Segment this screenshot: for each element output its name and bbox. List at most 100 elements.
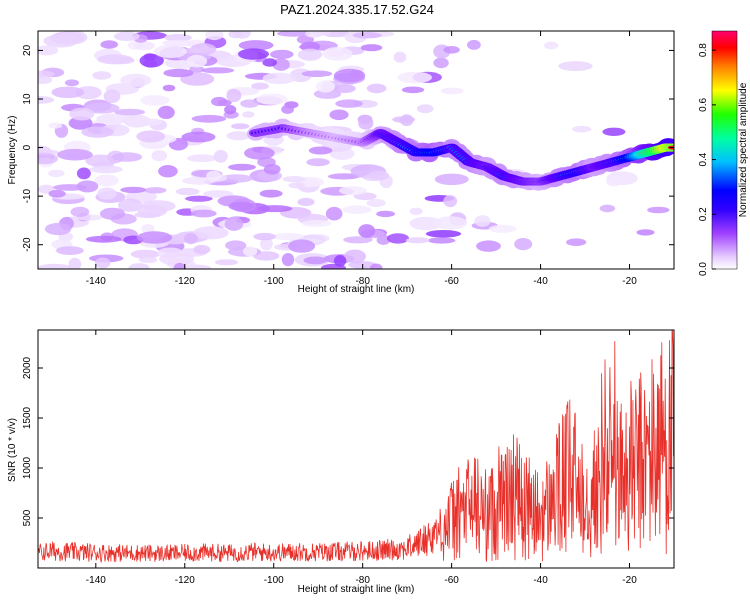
spectrogram-noise-blob	[118, 198, 142, 212]
spectrogram-noise-blob	[134, 41, 155, 51]
snr-y-ticks: 500 1000 1500 2000	[22, 356, 674, 526]
spectrogram-noise-blob	[433, 57, 449, 69]
spectrogram-noise-blob	[434, 173, 469, 185]
spectrogram-noise-blob	[277, 31, 311, 37]
spectrogram-noise-blob	[602, 127, 626, 136]
spectrogram-noise-blob	[189, 65, 205, 73]
spectrogram-x-tick-label: -20	[622, 276, 637, 287]
colorbar-tick-label: 0.6	[698, 97, 709, 111]
snr-x-tick-label: -60	[444, 575, 459, 586]
spectrogram-noise-blob	[405, 237, 430, 244]
spectrogram-noise-blob	[231, 123, 250, 130]
spectrogram-noise-blob	[191, 114, 227, 123]
spectrogram-noise-blob	[333, 68, 366, 83]
spectrogram-noise-blob	[201, 67, 235, 74]
spectrogram-noise-blob	[366, 83, 387, 94]
snr-x-label: Height of straight line (km)	[298, 584, 415, 595]
spectrogram-noise-blob	[139, 53, 164, 68]
spectrogram-noise-blob	[205, 31, 224, 41]
spectrogram-noise-blob	[333, 84, 356, 93]
spectrogram-noise-blob	[76, 180, 99, 193]
spectrogram-noise-blob	[260, 237, 273, 251]
spectrogram-noise-blob	[343, 249, 366, 264]
spectrogram-noise-blob	[158, 165, 178, 178]
spectrogram-noise-blob	[99, 207, 126, 220]
spectrogram-noise-blob	[386, 233, 410, 244]
spectrogram-frame	[37, 30, 675, 270]
spectrogram-noise-blob	[315, 80, 335, 93]
spectrogram-noise-blob	[214, 259, 239, 266]
snr-series-line	[38, 330, 674, 564]
spectrogram-noise-blob	[157, 105, 175, 119]
spectrogram-noise-blob	[112, 152, 143, 162]
spectrogram-noise-blob	[244, 146, 275, 160]
spectrogram-noise-blob	[297, 48, 323, 61]
spectrogram-noise-blob	[64, 79, 79, 87]
spectrogram-noise-blob	[281, 253, 295, 267]
spectrogram-noise-blob	[488, 224, 517, 233]
spectrogram-noise-blob	[599, 204, 616, 213]
snr-y-tick-label: 1500	[22, 406, 33, 429]
spectrogram-noise-blob	[181, 131, 216, 143]
spectrogram-noise-blob	[240, 99, 259, 108]
spectrogram-noise-blob	[329, 109, 349, 121]
spectrogram-noise-blob	[138, 256, 158, 264]
spectrogram-noise-blob	[38, 76, 53, 84]
spectrogram-noise-blob	[342, 205, 372, 214]
spectrogram-y-tick-label: -20	[22, 237, 33, 252]
spectrogram-noise-blob	[38, 153, 59, 165]
spectrogram-noise-blob	[185, 195, 213, 202]
spectrogram-noise-blob	[186, 154, 218, 163]
spectrogram-noise-blob	[136, 231, 173, 244]
spectrogram-noise-blob	[416, 104, 434, 114]
spectrogram-noise-blob	[68, 257, 82, 269]
spectrogram-noise-blob	[243, 246, 258, 257]
spectrogram-noise-blob	[434, 216, 468, 230]
spectrogram-noise-blob	[100, 40, 118, 49]
spectrogram-x-ticks: -140 -120 -100 -80 -60 -40 -20	[86, 31, 637, 287]
spectrogram-noise-blob	[393, 51, 407, 63]
spectrogram-noise-blob	[153, 44, 187, 59]
spectrogram-noise-blob	[257, 205, 293, 213]
spectrogram-noise-blob	[263, 164, 281, 175]
spectrogram-y-label: Frequency (Hz)	[7, 116, 18, 185]
spectrogram-noise-blob	[409, 207, 423, 215]
spectrogram-noise-blob	[173, 262, 186, 269]
spectrogram-y-tick-label: 10	[22, 93, 33, 105]
spectrogram-noise-blob	[262, 72, 296, 85]
spectrogram-noise-blob	[256, 93, 288, 105]
spectrogram-noise-blob	[48, 189, 66, 198]
spectrogram-noise-blob	[136, 130, 166, 143]
spectrogram-noise-blob	[151, 150, 168, 162]
spectrogram-y-tick-label: 0	[22, 144, 33, 150]
spectrogram-noise-blob	[120, 73, 152, 87]
spectrogram-noise-blob	[144, 187, 167, 194]
spectrogram-noise-blob	[443, 195, 458, 208]
spectrogram-noise-blob	[335, 99, 363, 108]
spectrogram-noise-blob	[288, 239, 316, 253]
spectrogram-noise-blob	[48, 122, 63, 129]
spectrogram-noise-blob	[238, 40, 274, 51]
spectrogram-noise-blob	[89, 165, 123, 174]
spectrogram-noise-blob	[120, 186, 147, 194]
spectrogram-x-tick-label: -140	[86, 276, 106, 287]
colorbar: 0.0 0.2 0.4 0.6 0.8 Normalized spectral ampl…	[698, 30, 749, 276]
spectrogram-noise-blob	[58, 31, 88, 45]
spectrogram-noise-blob	[376, 210, 395, 218]
spectrogram-noise-blob	[301, 219, 332, 227]
spectrogram-noise-blob	[305, 31, 323, 38]
spectrogram-noise-blob	[213, 149, 228, 163]
spectrogram-noise-blob	[440, 87, 464, 95]
spectrogram-noise-blob	[282, 176, 306, 183]
spectrogram-noise-blob	[81, 126, 114, 138]
spectrogram-noise-blob	[303, 256, 328, 265]
spectrogram-noise-blob	[636, 229, 655, 236]
colorbar-label: Normalized spectral amplitude	[738, 82, 749, 217]
snr-x-tick-label: -40	[533, 575, 548, 586]
spectrogram-noise-blob	[141, 224, 155, 234]
spectrogram-ridge	[246, 118, 674, 191]
spectrogram-noise-blob	[162, 39, 195, 47]
colorbar-gradient	[711, 30, 738, 270]
spectrogram-x-tick-label: -60	[444, 276, 459, 287]
